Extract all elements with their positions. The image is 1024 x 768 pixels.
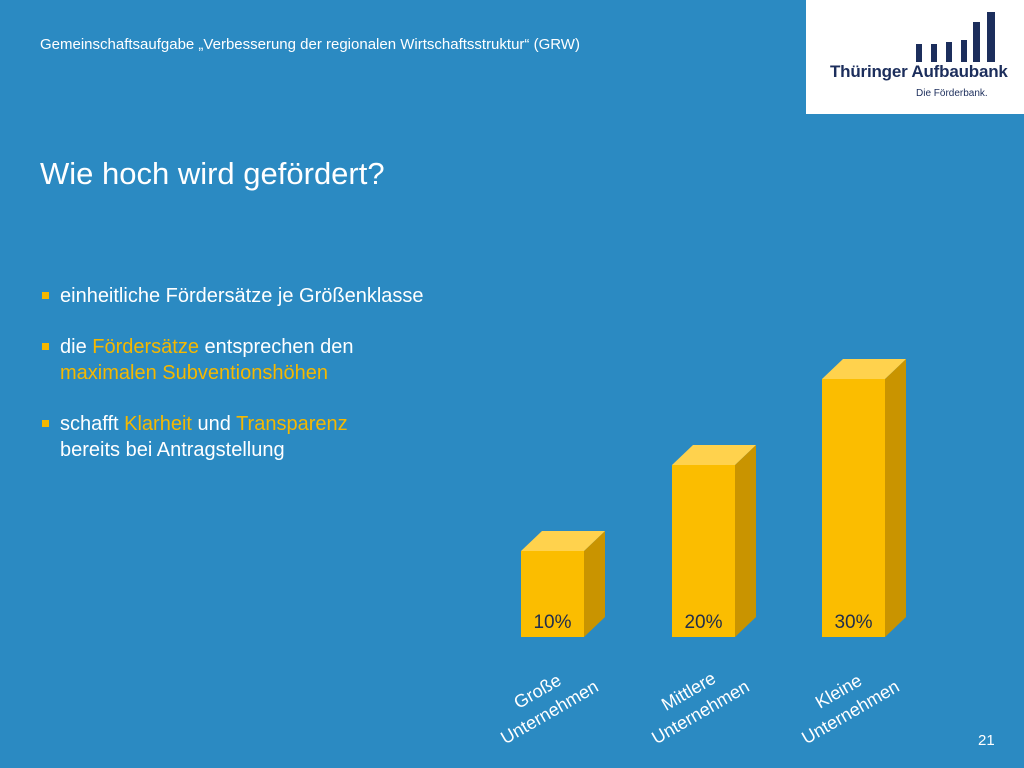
bar-side-1 [584,531,605,637]
page-title: Wie hoch wird gefördert? [40,156,385,191]
bar-top-3 [822,359,906,379]
data-label-3: 30% [834,612,872,633]
bar-top-1 [521,531,605,551]
page-number: 21 [978,732,995,749]
bar-side-2 [735,445,756,637]
bar-side-3 [885,359,906,637]
logo-name: Thüringer Aufbaubank [830,62,1008,81]
bar-top-2 [672,445,756,465]
logo: Thüringer Aufbaubank Die Förderbank. [806,0,1024,114]
logo-bars-icon [916,12,995,62]
bar-2 [672,465,735,637]
bar-3 [822,379,885,637]
bullet-text: die Fördersätze entsprechen den maximalen… [60,336,354,384]
bullet-marker [42,292,49,299]
bullet-text: schafft Klarheit und Transparenz bereits … [60,413,348,461]
data-label-2: 20% [684,612,722,633]
bullet-marker [42,343,49,350]
header-subtitle: Gemeinschaftsaufgabe „Verbesserung der r… [40,36,580,53]
data-label-1: 10% [533,612,571,633]
bullet-marker [42,420,49,427]
bullet-text: einheitliche Fördersätze je Größenklasse [60,285,424,307]
logo-tagline: Die Förderbank. [916,88,988,99]
bar-1 [521,551,584,637]
